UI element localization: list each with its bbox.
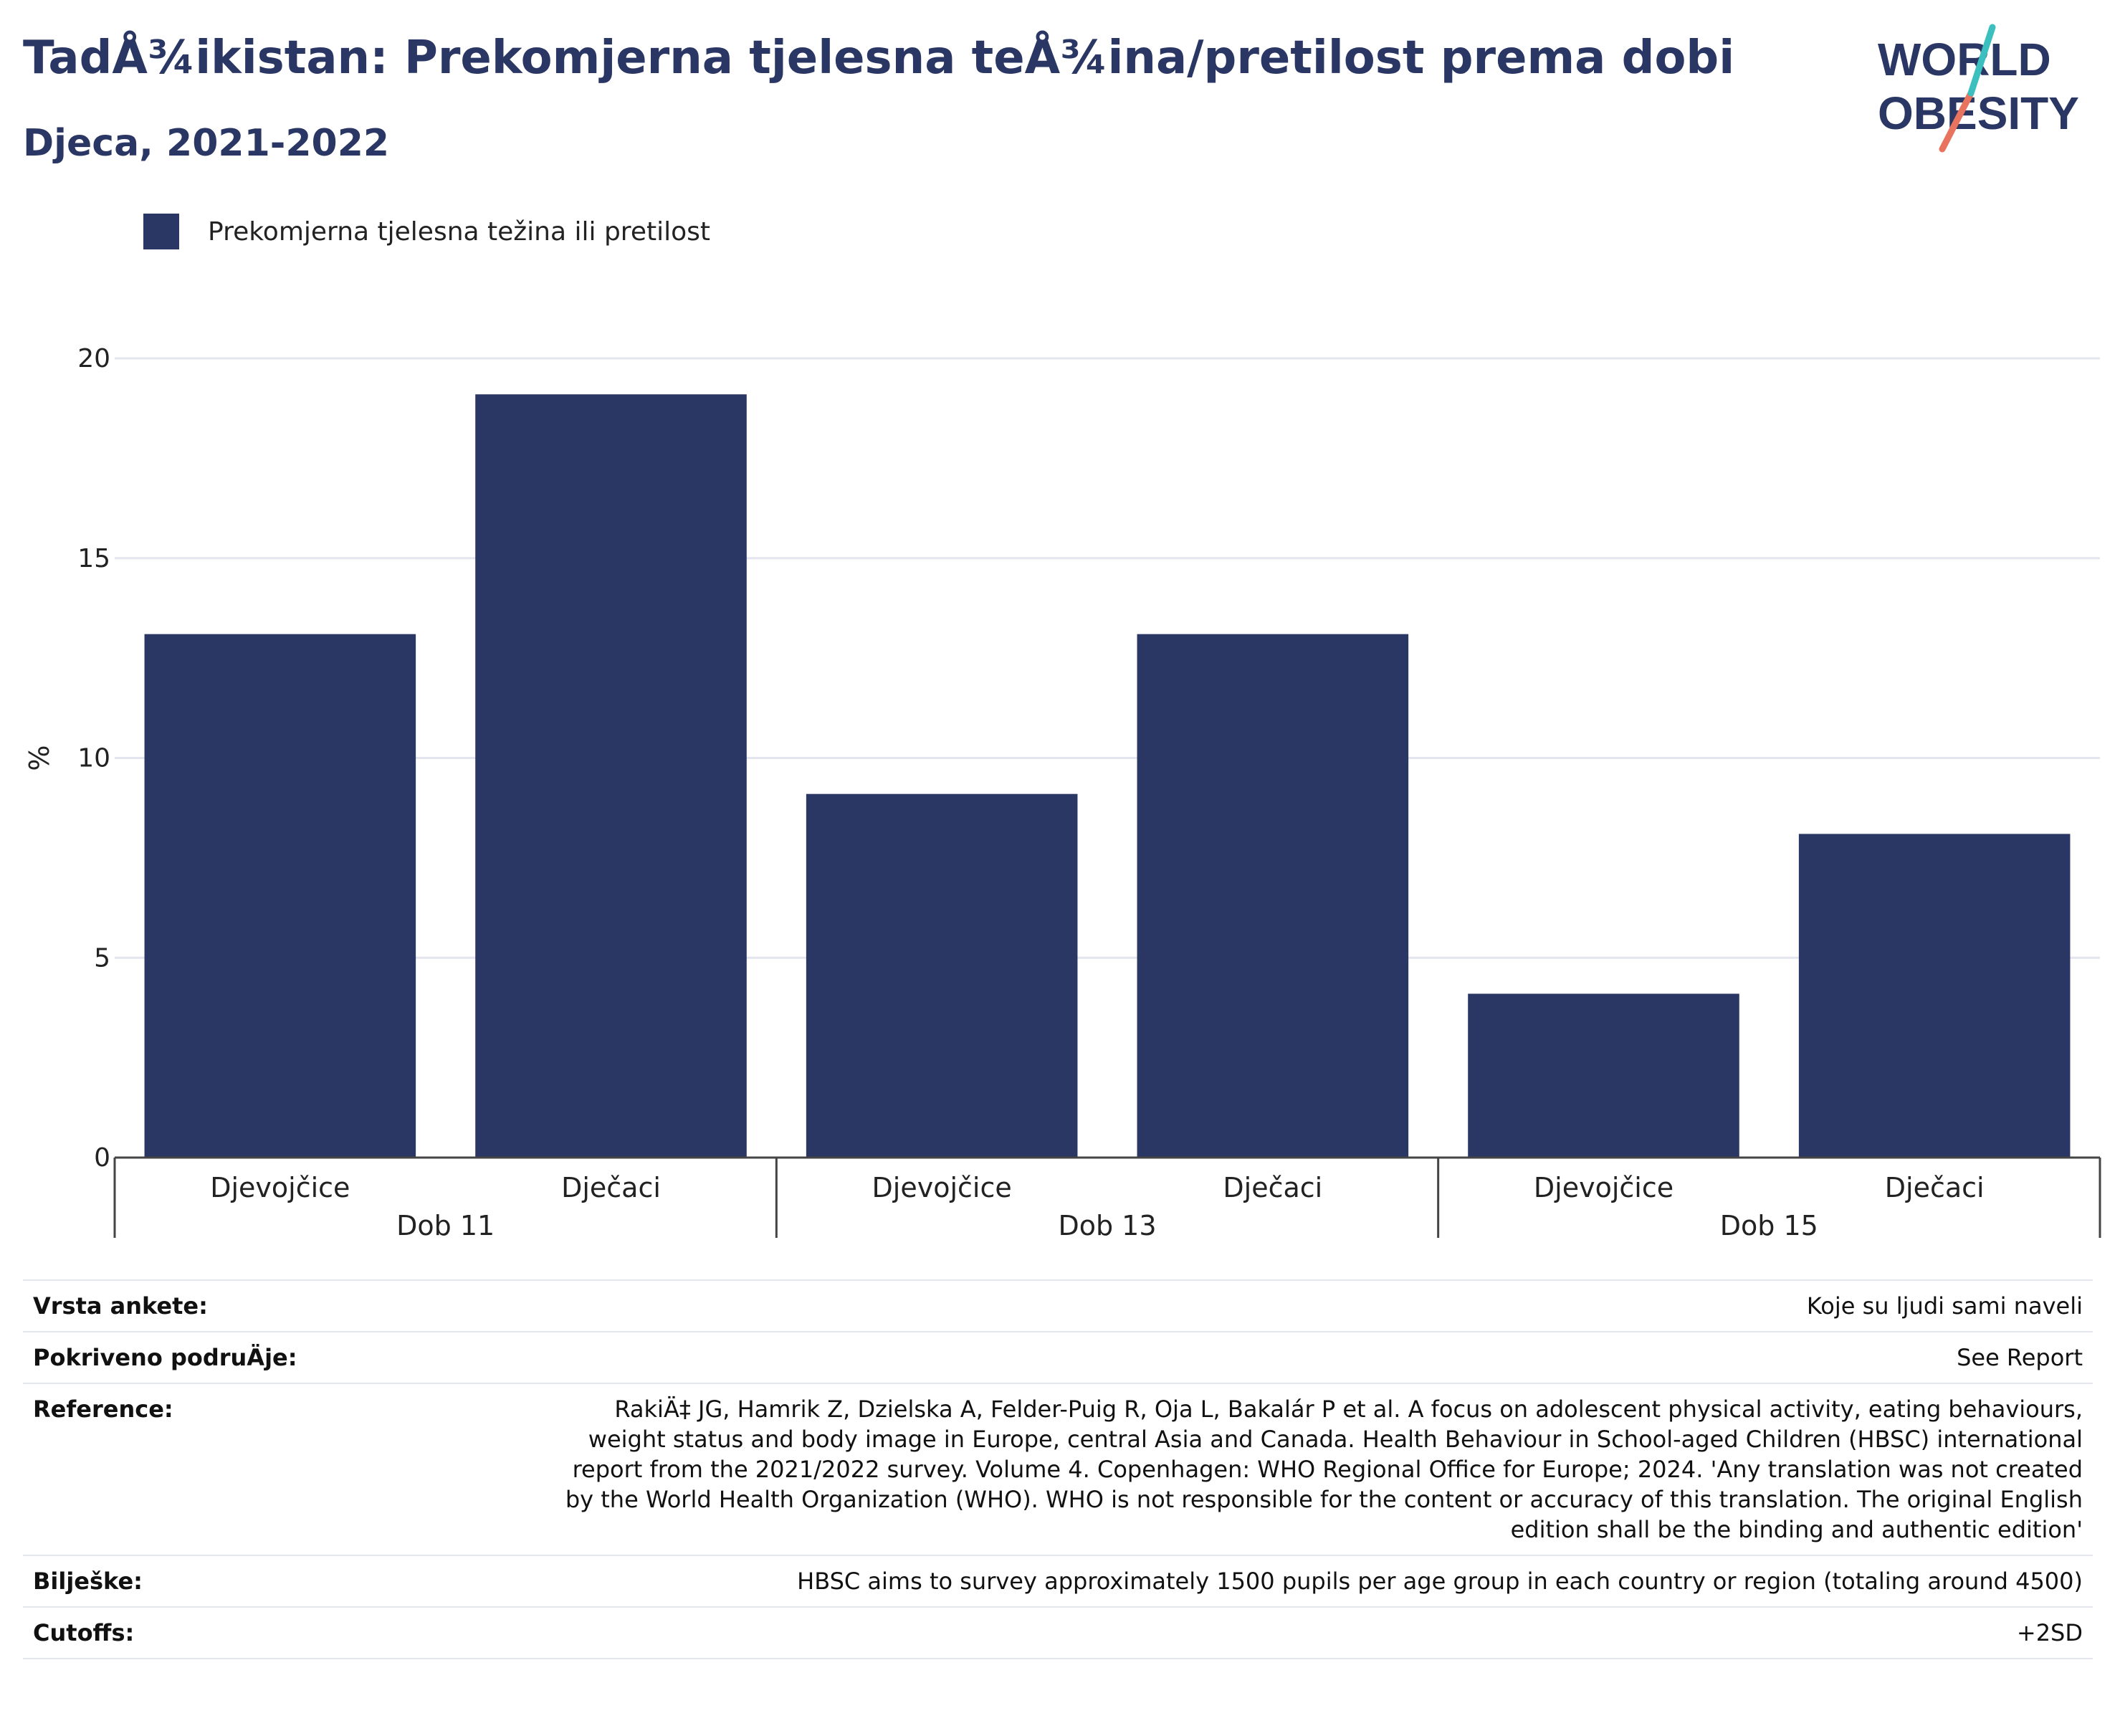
metadata-value: Koje su ljudi sami naveli [1806, 1292, 2083, 1320]
bar [1798, 834, 2071, 1158]
metadata-table: Vrsta ankete: Koje su ljudi sami naveli Po… [23, 1279, 2093, 1659]
y-tick-label: 15 [77, 544, 110, 573]
metadata-value: HBSC aims to survey approximately 1500 p… [797, 1568, 2083, 1595]
x-category-label: Djevojčice [872, 1172, 1012, 1203]
bar [144, 634, 416, 1158]
metadata-row: Reference: RakiÄ‡ JG, Hamrik Z, Dzielska … [23, 1383, 2093, 1555]
x-category-label: Djevojčice [210, 1172, 350, 1203]
svg-text:OBESITY: OBESITY [1878, 87, 2079, 139]
legend-swatch [143, 214, 179, 249]
chart-legend: Prekomjerna tjelesna težina ili pretilos… [143, 214, 710, 249]
svg-text:WORLD: WORLD [1878, 34, 2051, 85]
x-group-label: Dob 13 [1058, 1210, 1156, 1241]
metadata-label: Bilješke: [33, 1568, 143, 1595]
bar [1468, 993, 1739, 1158]
y-tick-label: 5 [94, 943, 110, 973]
x-group-label: Dob 15 [1720, 1210, 1818, 1241]
y-tick-label: 0 [94, 1143, 110, 1173]
metadata-row: Vrsta ankete: Koje su ljudi sami naveli [23, 1279, 2093, 1331]
y-tick-label: 20 [77, 344, 110, 373]
bar-chart: 0 5 10 15 20% Djevojčice Dječaci Dob 11 Djevojči… [24, 344, 2101, 1241]
chart-title: TadÅ¾ikistan: Prekomjerna tjelesna teÅ¾i… [23, 32, 1735, 85]
metadata-row: Bilješke: HBSC aims to survey approximate… [23, 1555, 2093, 1606]
metadata-label: Reference: [33, 1396, 173, 1423]
x-category-label: Dječaci [1223, 1172, 1322, 1203]
bar [475, 394, 747, 1158]
x-group-label: Dob 11 [396, 1210, 495, 1241]
world-obesity-logo: WORLD OBESITY [1878, 24, 2079, 153]
metadata-row: Pokriveno podruÄje: See Report [23, 1331, 2093, 1383]
metadata-value: See Report [1957, 1344, 2083, 1371]
y-axis-label: % [24, 745, 55, 771]
bar [806, 793, 1078, 1158]
bar [1137, 634, 1409, 1158]
x-category-label: Djevojčice [1534, 1172, 1673, 1203]
metadata-label: Vrsta ankete: [33, 1292, 208, 1320]
metadata-row: Cutoffs: +2SD [23, 1606, 2093, 1659]
y-tick-label: 10 [77, 744, 110, 773]
metadata-value: +2SD [2016, 1619, 2083, 1646]
x-category-label: Dječaci [561, 1172, 661, 1203]
metadata-value: RakiÄ‡ JG, Hamrik Z, Dzielska A, Felder-… [565, 1396, 2083, 1543]
x-category-label: Dječaci [1885, 1172, 1985, 1203]
legend-label: Prekomjerna tjelesna težina ili pretilos… [208, 216, 710, 247]
chart-subtitle: Djeca, 2021-2022 [23, 122, 390, 165]
metadata-label: Pokriveno podruÄje: [33, 1344, 297, 1371]
metadata-label: Cutoffs: [33, 1619, 135, 1646]
